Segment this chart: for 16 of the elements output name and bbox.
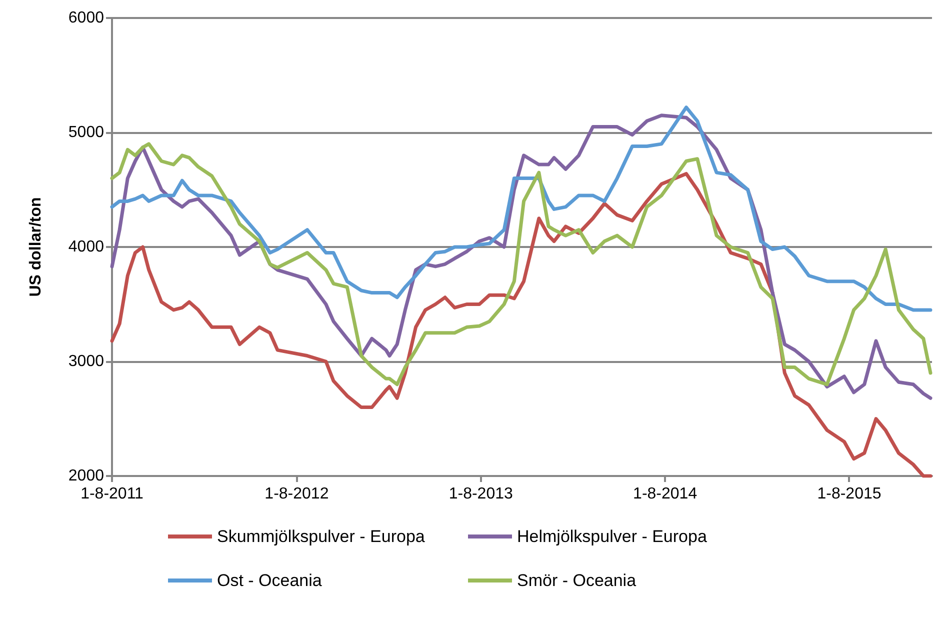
x-tick-label: 1-8-2015 <box>817 486 882 502</box>
legend-label: Smör - Oceania <box>517 571 637 590</box>
y-tick-label: 5000 <box>68 124 104 141</box>
y-tick-label: 4000 <box>68 238 104 256</box>
legend-label: Helmjölkspulver - Europa <box>517 527 708 546</box>
x-tick-label: 1-8-2014 <box>633 486 698 502</box>
x-tick-label: 1-8-2013 <box>448 486 513 502</box>
x-tick-label: 1-8-2011 <box>80 486 144 502</box>
y-tick-label: 3000 <box>68 353 104 370</box>
legend-label: Ost - Oceania <box>217 571 322 590</box>
x-tick-label: 1-8-2012 <box>264 486 329 502</box>
line-series <box>110 106 932 312</box>
y-tick-label: 2000 <box>68 468 104 484</box>
legend-label: Skummjölkspulver - Europa <box>217 527 426 546</box>
y-axis-title: US dollar/ton <box>28 197 44 297</box>
y-tick-label: 6000 <box>68 10 104 26</box>
